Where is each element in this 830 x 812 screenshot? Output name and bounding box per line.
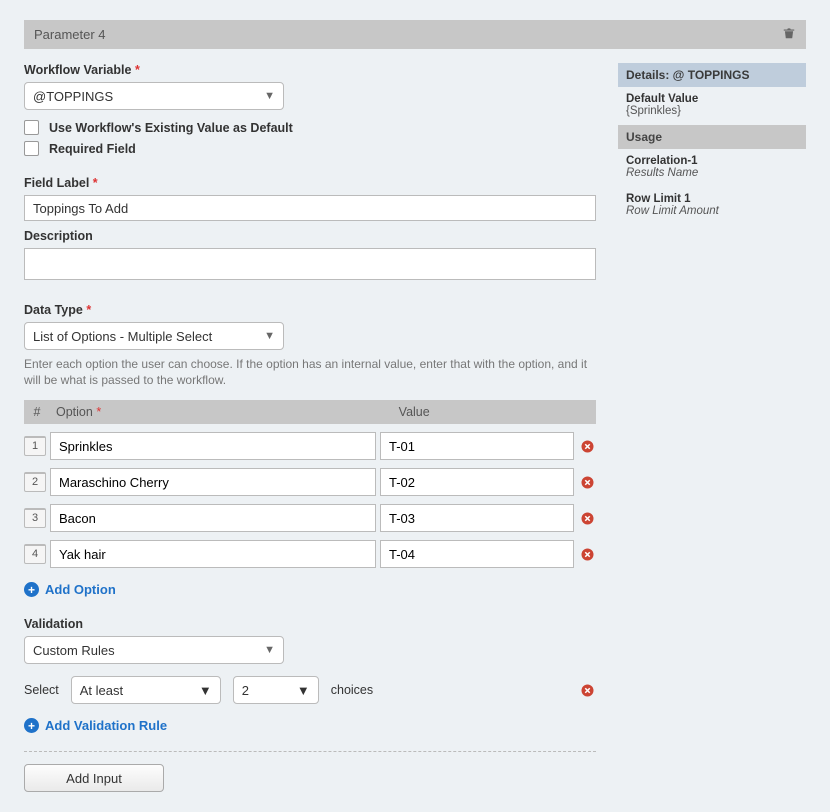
option-label-input[interactable] (50, 432, 376, 460)
add-validation-rule-button[interactable]: + Add Validation Rule (24, 718, 596, 733)
add-option-button[interactable]: + Add Option (24, 582, 596, 597)
usage-item-title: Row Limit 1 (626, 193, 798, 205)
data-type-label: Data Type * (24, 303, 596, 317)
chevron-down-icon: ▼ (297, 683, 310, 698)
option-value-input[interactable] (380, 504, 574, 532)
workflow-variable-label: Workflow Variable * (24, 63, 596, 77)
workflow-variable-select[interactable]: @TOPPINGS ▼ (24, 82, 284, 110)
use-existing-default-checkbox[interactable] (24, 120, 39, 135)
usage-item-sub: Results Name (626, 167, 798, 179)
details-panel-header: Details: @ TOPPINGS (618, 63, 806, 87)
plus-circle-icon: + (24, 582, 39, 597)
chevron-down-icon: ▼ (264, 90, 275, 102)
options-header-option: Option * (50, 400, 393, 424)
delete-option-button[interactable] (578, 473, 596, 491)
chevron-down-icon: ▼ (199, 683, 212, 698)
options-header-num: # (24, 400, 50, 424)
option-value-input[interactable] (380, 432, 574, 460)
usage-item-title: Correlation-1 (626, 155, 798, 167)
trash-icon[interactable] (782, 26, 796, 43)
description-input[interactable] (24, 248, 596, 280)
option-label-input[interactable] (50, 540, 376, 568)
validation-select[interactable]: Custom Rules ▼ (24, 636, 284, 664)
details-default-value-label: Default Value (626, 93, 798, 105)
validation-operator-select[interactable]: At least ▼ (71, 676, 221, 704)
delete-option-button[interactable] (578, 509, 596, 527)
option-row-handle[interactable]: 4 (24, 544, 46, 564)
option-label-input[interactable] (50, 468, 376, 496)
option-label-input[interactable] (50, 504, 376, 532)
details-usage-header: Usage (618, 125, 806, 149)
workflow-variable-value: @TOPPINGS (33, 89, 113, 104)
required-field-label: Required Field (49, 142, 136, 156)
use-existing-default-label: Use Workflow's Existing Value as Default (49, 121, 293, 135)
delete-validation-rule-button[interactable] (578, 681, 596, 699)
parameter-header: Parameter 4 (24, 20, 806, 49)
chevron-down-icon: ▼ (264, 330, 275, 342)
divider (24, 751, 596, 752)
field-label-label: Field Label * (24, 176, 596, 190)
option-value-input[interactable] (380, 540, 574, 568)
delete-option-button[interactable] (578, 437, 596, 455)
option-row: 1 (24, 432, 596, 460)
description-label: Description (24, 229, 596, 243)
validation-label: Validation (24, 617, 596, 631)
validation-count-select[interactable]: 2 ▼ (233, 676, 319, 704)
usage-item: Correlation-1 Results Name (618, 149, 806, 187)
required-field-checkbox[interactable] (24, 141, 39, 156)
validation-value: Custom Rules (33, 643, 115, 658)
delete-option-button[interactable] (578, 545, 596, 563)
option-row-handle[interactable]: 2 (24, 472, 46, 492)
option-value-input[interactable] (380, 468, 574, 496)
option-row: 3 (24, 504, 596, 532)
usage-item: Row Limit 1 Row Limit Amount (618, 187, 806, 225)
options-header-value: Value (393, 400, 570, 424)
data-type-value: List of Options - Multiple Select (33, 329, 212, 344)
chevron-down-icon: ▼ (264, 644, 275, 656)
data-type-help: Enter each option the user can choose. I… (24, 356, 596, 388)
validation-select-label: Select (24, 683, 59, 697)
options-header: # Option * Value (24, 400, 596, 424)
option-row-handle[interactable]: 3 (24, 508, 46, 528)
validation-choices-label: choices (331, 683, 373, 697)
details-default-value: {Sprinkles} (626, 105, 798, 117)
option-row: 4 (24, 540, 596, 568)
usage-item-sub: Row Limit Amount (626, 205, 798, 217)
option-row-handle[interactable]: 1 (24, 436, 46, 456)
add-input-button[interactable]: Add Input (24, 764, 164, 792)
parameter-title: Parameter 4 (34, 27, 106, 42)
plus-circle-icon: + (24, 718, 39, 733)
field-label-input[interactable] (24, 195, 596, 221)
option-row: 2 (24, 468, 596, 496)
data-type-select[interactable]: List of Options - Multiple Select ▼ (24, 322, 284, 350)
